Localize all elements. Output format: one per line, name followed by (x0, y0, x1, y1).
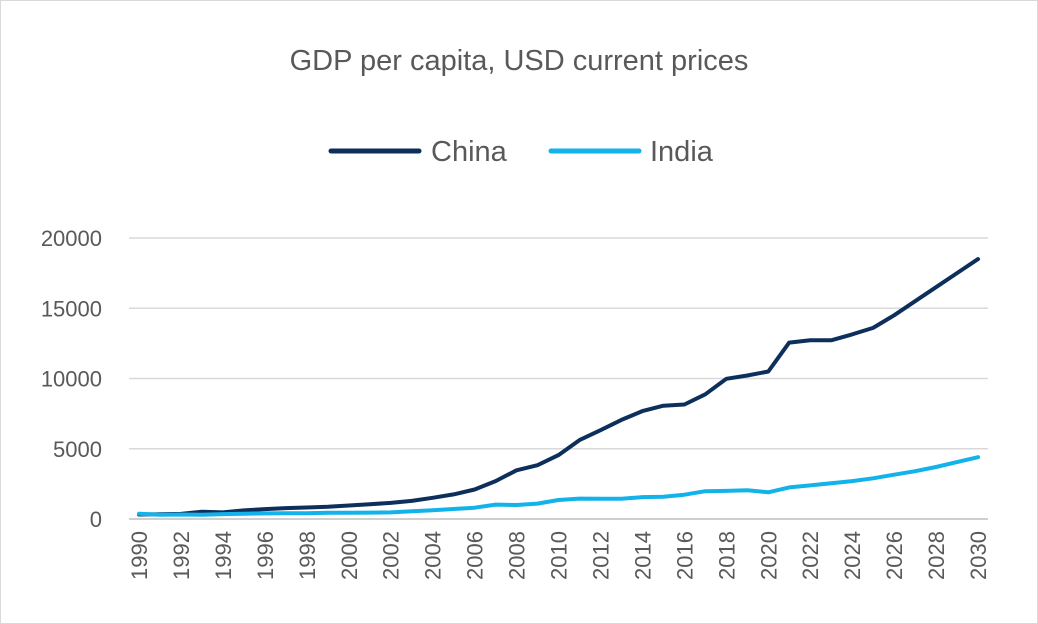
x-tick-label: 1994 (211, 531, 236, 580)
series-line-india (137, 455, 980, 517)
x-tick-label: 1992 (169, 531, 194, 580)
x-tick-label: 2028 (924, 531, 949, 580)
chart-title: GDP per capita, USD current prices (290, 45, 749, 77)
series-lines (137, 257, 980, 517)
y-tick-label: 5000 (53, 437, 102, 462)
x-tick-label: 2008 (505, 531, 530, 580)
y-tick-label: 20000 (41, 226, 102, 251)
x-tick-label: 2010 (547, 531, 572, 580)
x-tick-label: 1996 (253, 531, 278, 580)
x-tick-label: 2000 (337, 531, 362, 580)
x-tick-label: 2030 (966, 531, 991, 580)
x-tick-label: 1990 (127, 531, 152, 580)
y-tick-label: 10000 (41, 367, 102, 392)
x-tick-label: 2002 (379, 531, 404, 580)
x-tick-label: 2022 (798, 531, 823, 580)
x-axis-ticks: 1990 1992 1994 1996 1998 2000 2002 2004 2006 2008… (127, 531, 991, 580)
legend-label-china: China (431, 136, 508, 168)
x-tick-label: 1998 (295, 531, 320, 580)
gridlines (129, 237, 988, 520)
x-tick-label: 2018 (714, 531, 739, 580)
x-tick-label: 2012 (588, 531, 613, 580)
x-tick-label: 2014 (630, 531, 655, 580)
series-line-china (137, 257, 980, 517)
y-tick-label: 15000 (41, 296, 102, 321)
legend-label-india: India (650, 136, 714, 168)
y-axis-ticks: 0 5000 10000 15000 20000 (41, 226, 102, 532)
legend: China India (328, 136, 714, 168)
y-tick-label: 0 (90, 507, 102, 532)
x-tick-label: 2020 (756, 531, 781, 580)
x-tick-label: 2004 (421, 531, 446, 580)
x-tick-label: 2016 (672, 531, 697, 580)
x-tick-label: 2026 (882, 531, 907, 580)
x-tick-label: 2006 (463, 531, 488, 580)
x-tick-label: 2024 (840, 531, 865, 580)
